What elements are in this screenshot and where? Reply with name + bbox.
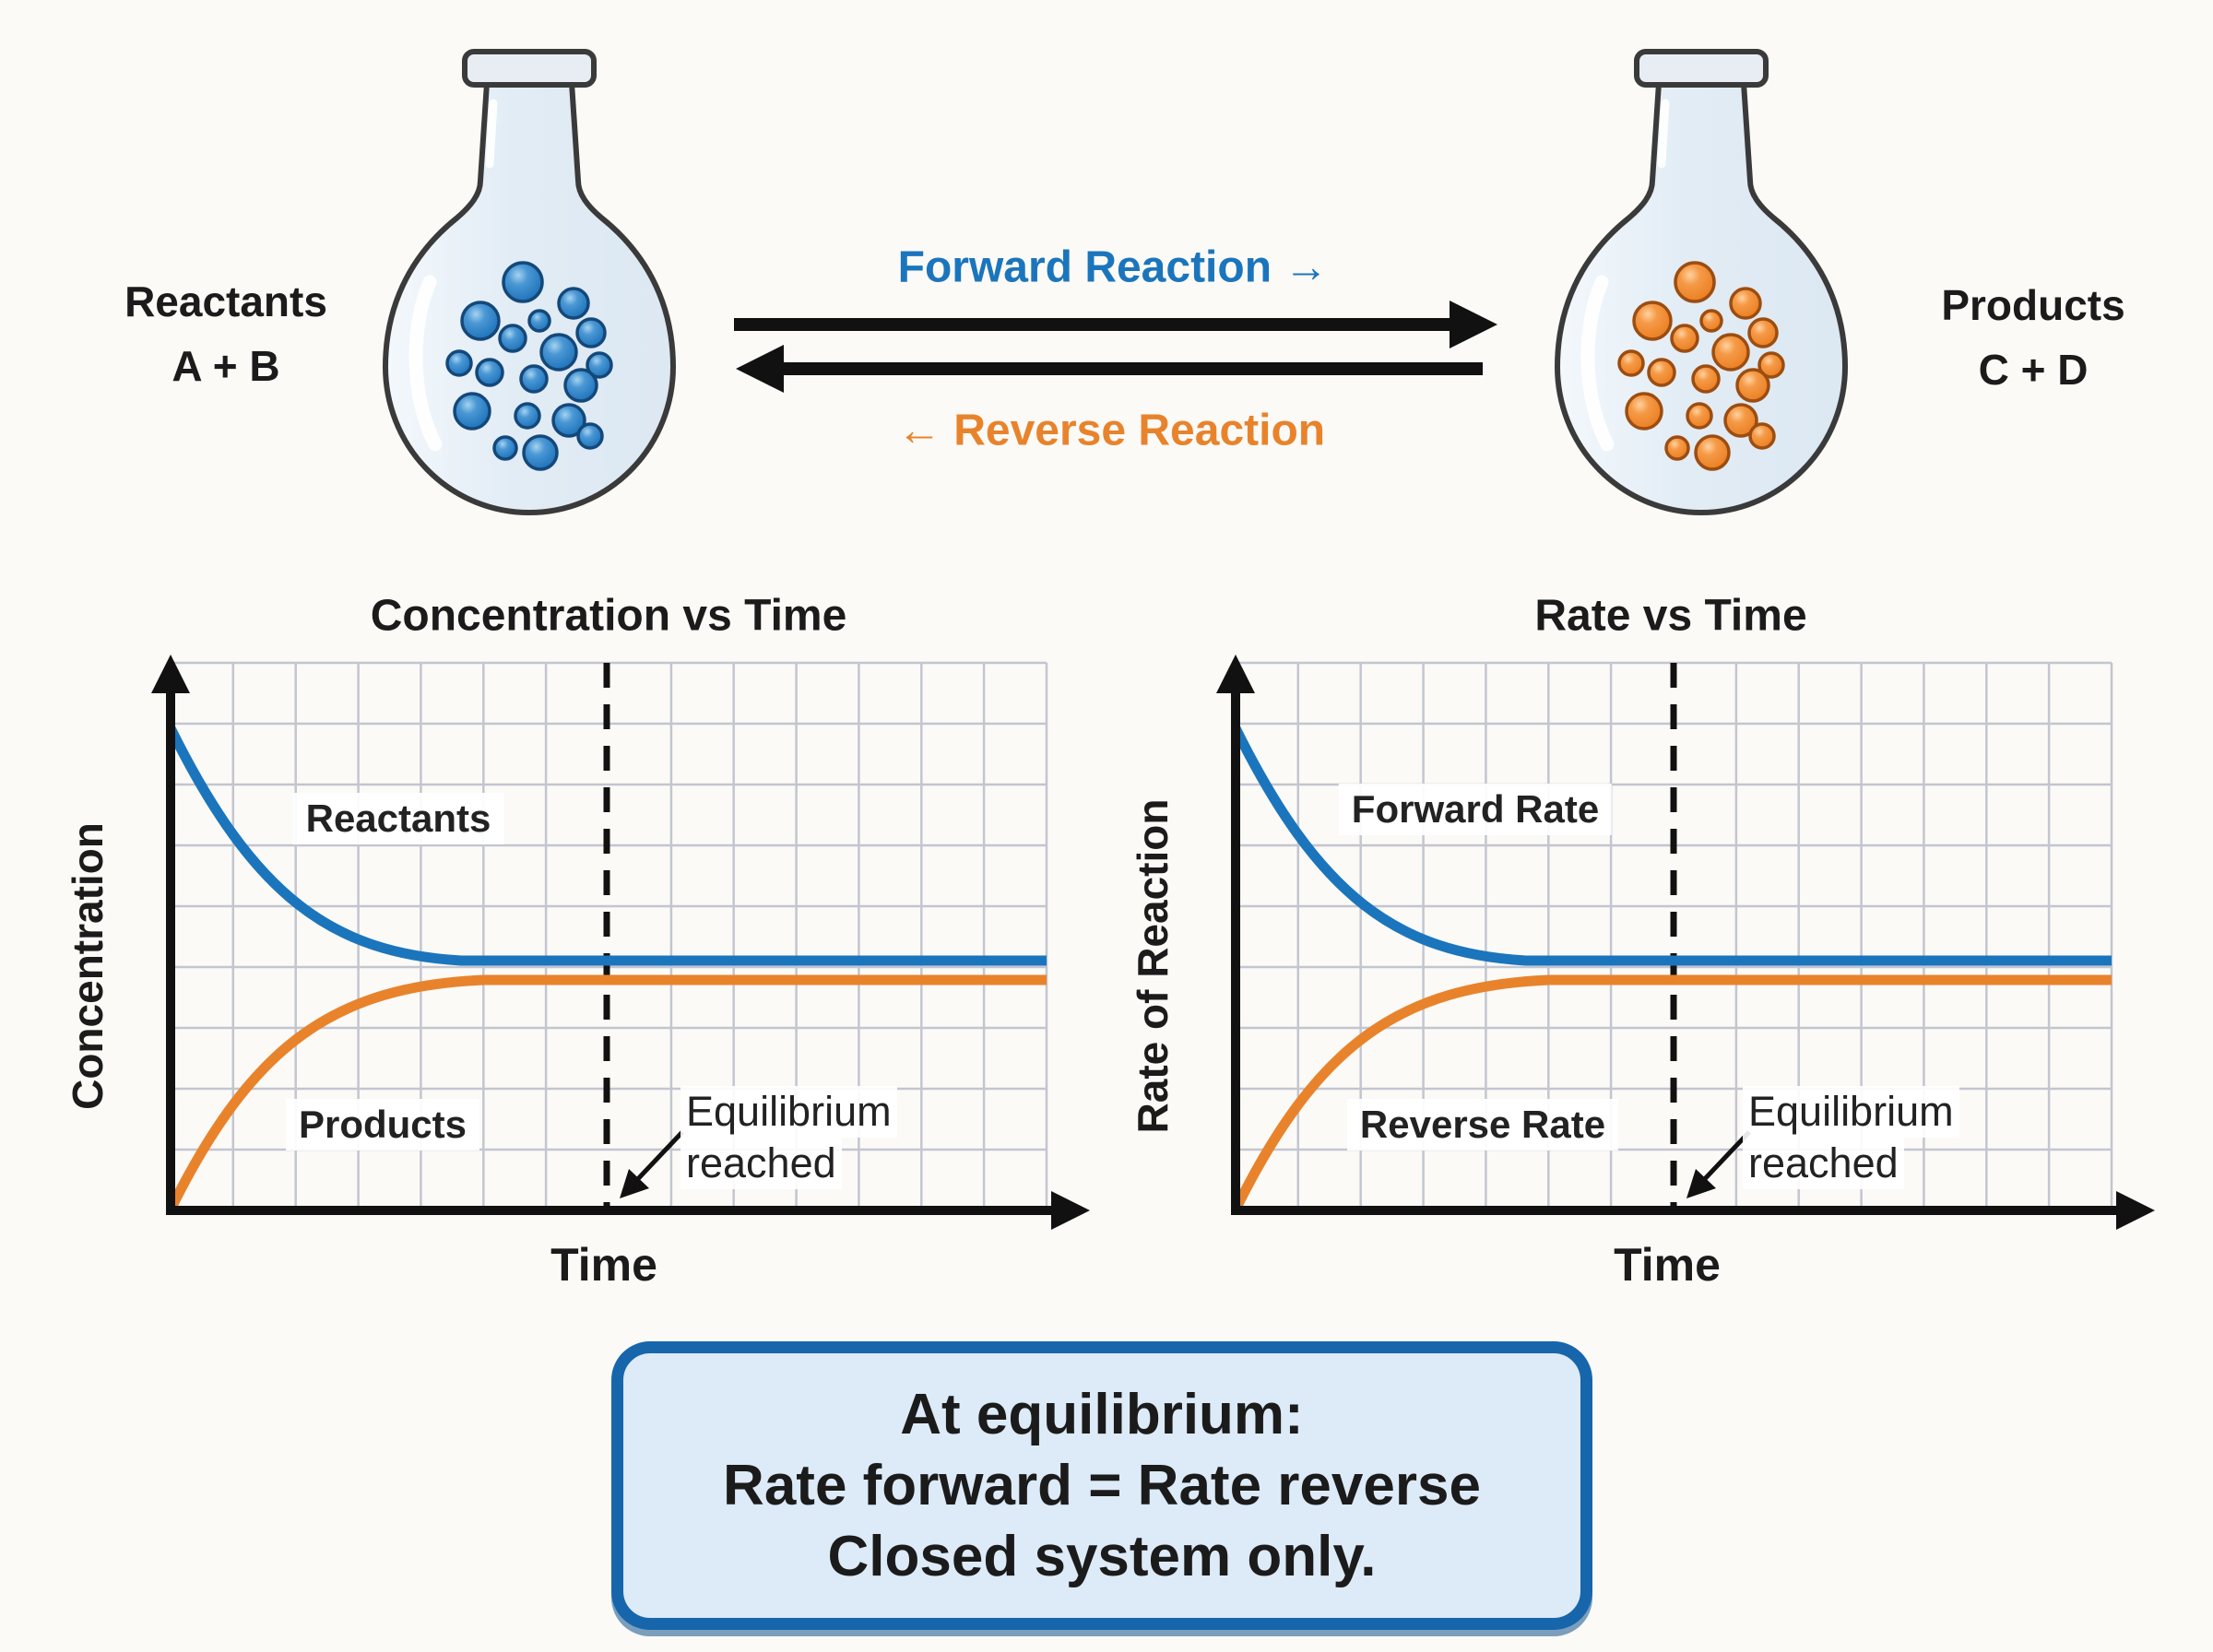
flask-neck-highlight — [485, 99, 498, 169]
product-particles — [1617, 261, 1785, 471]
rate-chart — [1216, 655, 2155, 1230]
equilibrium-annotation-arrow — [620, 1130, 684, 1198]
reactants-flask-icon — [382, 49, 677, 515]
products-curve — [166, 974, 1047, 1212]
rate-x-axis-label: Time — [1614, 1239, 1721, 1291]
reactants-label-line1: Reactants — [124, 277, 327, 325]
annotation-line2: reached — [1743, 1138, 1904, 1189]
reverse-arrow-icon — [736, 345, 1483, 393]
products-label-line2: C + D — [1978, 346, 2089, 394]
flask-neck-highlight — [1657, 99, 1670, 169]
concentration-x-axis-label: Time — [550, 1239, 657, 1291]
summary-line3: Closed system only. — [827, 1525, 1377, 1588]
y-axis — [151, 655, 190, 1214]
products-curve-label: Products — [285, 1099, 480, 1150]
annotation-line2: reached — [680, 1138, 842, 1189]
forward-rate-curve — [1231, 726, 2112, 966]
annotation-line1: Equilibrium — [1743, 1086, 1959, 1138]
reverse-rate-curve — [1231, 974, 2112, 1212]
flask-highlight — [408, 275, 443, 452]
products-flask-label: Products C + D — [1941, 273, 2124, 402]
rate-y-axis-label: Rate of Reaction — [1129, 798, 1177, 1134]
y-axis — [1216, 655, 1255, 1214]
forward-arrow-icon — [734, 301, 1497, 348]
reactants-curve-label: Reactants — [292, 793, 504, 844]
x-axis — [166, 1191, 1090, 1230]
equilibrium-summary-box: At equilibrium: Rate forward = Rate reve… — [611, 1341, 1592, 1630]
concentration-chart-title: Concentration vs Time — [370, 591, 847, 641]
summary-line2: Rate forward = Rate reverse — [723, 1454, 1481, 1517]
flask-rim — [462, 49, 597, 88]
reaction-arrows — [734, 301, 1497, 393]
forward-reaction-label: Forward Reaction → — [897, 242, 1329, 292]
rate-chart-title: Rate vs Time — [1534, 591, 1807, 641]
forward-rate-curve-label: Forward Rate — [1338, 784, 1613, 835]
concentration-equilibrium-annotation: Equilibrium reached — [680, 1086, 897, 1189]
rate-equilibrium-annotation: Equilibrium reached — [1743, 1086, 1959, 1189]
reactants-flask-label: Reactants A + B — [124, 269, 327, 398]
concentration-chart — [151, 655, 1090, 1230]
concentration-y-axis-label: Concentration — [64, 822, 112, 1110]
reactants-label-line2: A + B — [172, 342, 280, 390]
equilibrium-annotation-arrow — [1686, 1130, 1751, 1198]
products-label-line1: Products — [1941, 281, 2125, 329]
reactants-curve — [166, 726, 1047, 966]
flask-rim — [1634, 49, 1769, 88]
products-flask-icon — [1554, 49, 1849, 515]
x-axis — [1231, 1191, 2155, 1230]
reverse-rate-curve-label: Reverse Rate — [1346, 1099, 1619, 1150]
annotation-line1: Equilibrium — [680, 1086, 897, 1138]
summary-line1: At equilibrium: — [900, 1383, 1304, 1446]
reactant-particles — [445, 261, 613, 471]
reverse-reaction-label: ← Reverse Reaction — [896, 406, 1326, 455]
flask-highlight — [1580, 275, 1615, 452]
